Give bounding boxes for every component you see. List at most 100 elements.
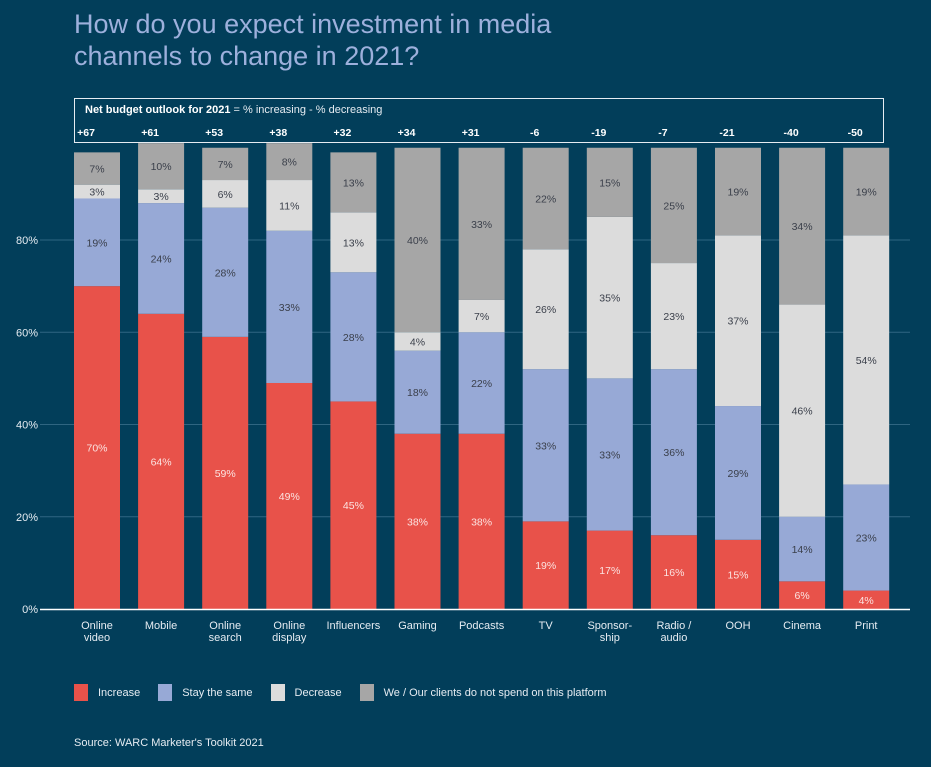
bar-segment bbox=[394, 147, 441, 333]
data-label: 4% bbox=[859, 595, 874, 607]
bar-segment bbox=[394, 433, 441, 609]
data-label: 33% bbox=[279, 302, 300, 314]
x-tick-label: Sponsor- bbox=[587, 620, 632, 632]
bar-segment bbox=[779, 516, 826, 582]
data-label: 6% bbox=[218, 189, 233, 201]
bar-segment bbox=[522, 249, 569, 370]
net-budget-value: -6 bbox=[530, 127, 539, 139]
x-tick-label: Online bbox=[209, 620, 241, 632]
x-tick-label: video bbox=[84, 632, 110, 644]
net-budget-caption: Net budget outlook for 2021 = % increasi… bbox=[85, 104, 382, 116]
net-budget-box: Net budget outlook for 2021 = % increasi… bbox=[74, 98, 884, 143]
legend-item-increase: Increase bbox=[74, 684, 140, 701]
bar-segment bbox=[779, 581, 826, 609]
data-label: 19% bbox=[727, 187, 748, 199]
y-tick-label: 20% bbox=[16, 512, 38, 524]
bar-segment bbox=[458, 299, 505, 333]
data-label: 36% bbox=[663, 447, 684, 459]
data-label: 29% bbox=[727, 468, 748, 480]
legend: Increase Stay the same Decrease We / Our… bbox=[74, 684, 625, 701]
data-label: 38% bbox=[407, 516, 428, 528]
x-tick-label: Online bbox=[81, 620, 113, 632]
bar-segment bbox=[586, 216, 633, 379]
data-label: 19% bbox=[535, 560, 556, 572]
bar-segment bbox=[522, 147, 569, 250]
bar-segment bbox=[74, 184, 120, 199]
bar-segment bbox=[266, 382, 313, 609]
bar-segment bbox=[458, 433, 505, 609]
net-budget-value: +38 bbox=[269, 127, 287, 139]
bar-segment bbox=[202, 207, 249, 337]
net-budget-value: -19 bbox=[591, 127, 606, 139]
bar-segment bbox=[202, 336, 249, 609]
x-tick-label: audio bbox=[660, 632, 687, 644]
data-label: 46% bbox=[792, 406, 813, 418]
bar-segment bbox=[138, 203, 185, 314]
net-budget-value: -50 bbox=[848, 127, 863, 139]
bar-segment bbox=[843, 590, 890, 609]
net-budget-value: +32 bbox=[333, 127, 351, 139]
data-label: 13% bbox=[343, 177, 364, 189]
data-label: 59% bbox=[215, 468, 236, 480]
data-label: 33% bbox=[535, 440, 556, 452]
bar-segment bbox=[650, 147, 697, 264]
data-label: 40% bbox=[407, 235, 428, 247]
bar-segment bbox=[74, 286, 120, 609]
data-label: 28% bbox=[215, 267, 236, 279]
net-budget-value: -40 bbox=[784, 127, 799, 139]
data-label: 18% bbox=[407, 387, 428, 399]
x-tick-label: Influencers bbox=[326, 620, 380, 632]
data-label: 6% bbox=[795, 590, 810, 602]
data-label: 23% bbox=[856, 533, 877, 545]
data-label: 70% bbox=[86, 443, 107, 455]
bar-segment bbox=[138, 189, 185, 204]
data-label: 35% bbox=[599, 293, 620, 305]
chart-title: How do you expect investment in media ch… bbox=[74, 9, 552, 71]
bar-segment bbox=[74, 198, 120, 287]
x-tick-label: TV bbox=[539, 620, 554, 632]
net-budget-value: +31 bbox=[462, 127, 480, 139]
bar-segment bbox=[779, 304, 826, 517]
bar-segment bbox=[394, 350, 441, 434]
data-label: 3% bbox=[89, 187, 104, 199]
legend-label-increase: Increase bbox=[98, 686, 141, 699]
data-label: 8% bbox=[282, 157, 297, 169]
data-label: 14% bbox=[792, 544, 813, 556]
legend-label-stay-the-same: Stay the same bbox=[182, 686, 253, 699]
net-budget-value: -21 bbox=[719, 127, 734, 139]
legend-item-no-spend: We / Our clients do not spend on this pl… bbox=[359, 684, 607, 701]
legend-swatch-increase bbox=[74, 684, 88, 701]
data-label: 15% bbox=[599, 177, 620, 189]
data-label: 28% bbox=[343, 332, 364, 344]
bar-segment bbox=[522, 521, 569, 609]
bar-segment bbox=[650, 535, 697, 609]
bar-segment bbox=[779, 147, 826, 305]
bar-segment bbox=[330, 401, 377, 609]
bar-segment bbox=[586, 530, 633, 609]
data-label: 4% bbox=[410, 336, 425, 348]
legend-label-decrease: Decrease bbox=[294, 686, 342, 699]
y-tick-label: 0% bbox=[22, 604, 38, 616]
data-label: 49% bbox=[279, 491, 300, 503]
bar-segment bbox=[202, 180, 249, 208]
data-label: 23% bbox=[663, 311, 684, 323]
data-label: 11% bbox=[279, 200, 299, 212]
data-label: 54% bbox=[856, 355, 877, 367]
bar-segment bbox=[715, 147, 761, 236]
bar-segment bbox=[394, 332, 441, 351]
legend-label-no-spend: We / Our clients do not spend on this pl… bbox=[383, 686, 607, 699]
data-label: 15% bbox=[727, 569, 748, 581]
bar-segment bbox=[715, 235, 761, 407]
data-label: 33% bbox=[599, 449, 620, 461]
legend-swatch-decrease bbox=[270, 684, 285, 701]
x-tick-label: ship bbox=[600, 632, 620, 644]
bar-segment bbox=[843, 484, 890, 591]
bar-segment bbox=[586, 378, 633, 531]
bar-segment bbox=[74, 152, 120, 185]
bar-segment bbox=[202, 147, 249, 181]
net-budget-value: +67 bbox=[77, 127, 95, 139]
x-tick-label: Podcasts bbox=[459, 620, 505, 632]
x-tick-label: Print bbox=[855, 620, 878, 632]
data-label: 7% bbox=[218, 159, 233, 171]
